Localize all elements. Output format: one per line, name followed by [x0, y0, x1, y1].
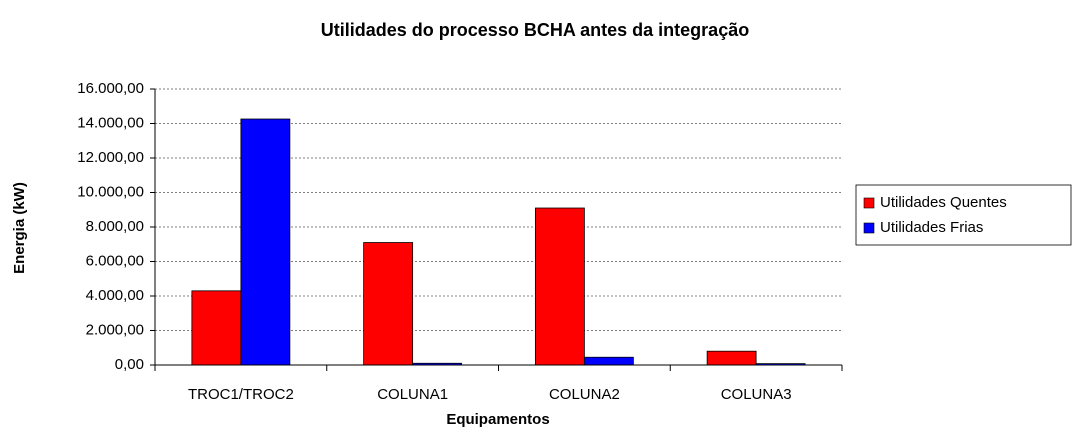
y-tick-label: 12.000,00: [77, 149, 144, 166]
y-tick-label: 6.000,00: [86, 252, 144, 269]
legend-label: Utilidades Quentes: [880, 194, 1007, 211]
y-tick-label: 0,00: [115, 356, 144, 373]
y-axis-label: Energia (kW): [11, 182, 28, 274]
bar: [534, 207, 585, 366]
x-tick-label: COLUNA2: [549, 386, 620, 403]
bar: [363, 242, 414, 366]
legend-label: Utilidades Frias: [880, 219, 983, 236]
bar: [583, 356, 634, 366]
legend-box: [855, 184, 1072, 246]
chart-title: Utilidades do processo BCHA antes da int…: [321, 20, 749, 40]
y-tick-label: 14.000,00: [77, 114, 144, 131]
bar: [706, 350, 757, 366]
x-tick-label: TROC1/TROC2: [188, 386, 294, 403]
legend-swatch: [863, 197, 875, 209]
bar: [191, 290, 242, 366]
y-tick-label: 10.000,00: [77, 183, 144, 200]
y-tick-label: 4.000,00: [86, 287, 144, 304]
y-tick-label: 16.000,00: [77, 80, 144, 97]
x-tick-label: COLUNA3: [721, 386, 792, 403]
x-axis-label: Equipamentos: [446, 411, 549, 428]
x-tick-label: COLUNA1: [377, 386, 448, 403]
y-tick-label: 2.000,00: [86, 321, 144, 338]
bar: [240, 118, 291, 366]
y-tick-label: 8.000,00: [86, 218, 144, 235]
legend-swatch: [863, 222, 875, 234]
